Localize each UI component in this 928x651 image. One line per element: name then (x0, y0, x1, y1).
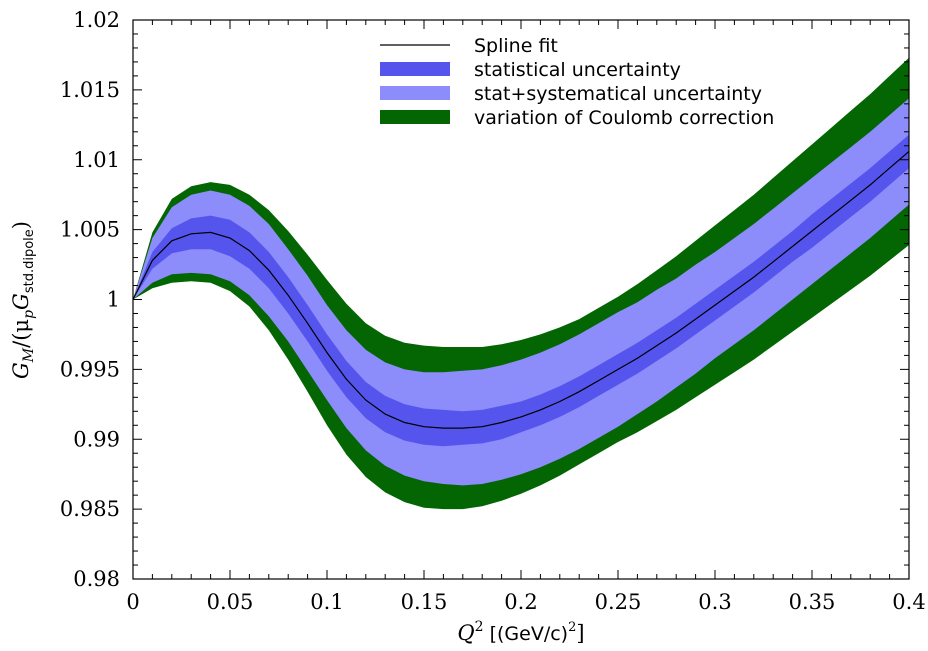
legend-label-fit: Spline fit (474, 35, 558, 57)
legend-label-syst: stat+systematical uncertainty (474, 83, 762, 105)
x-tick-label: 0 (126, 590, 139, 614)
legend-label-coulomb: variation of Coulomb correction (474, 107, 774, 129)
y-tick-label: 1.02 (73, 8, 120, 32)
bands-layer (133, 57, 909, 510)
y-tick-label: 1 (107, 288, 120, 312)
fit-line (132, 150, 910, 429)
y-tick-label: 0.99 (73, 427, 120, 451)
x-tick-label: 0.1 (310, 590, 343, 614)
legend: Spline fit statistical uncertainty stat+… (380, 35, 774, 129)
legend-swatch-syst (380, 86, 450, 100)
y-tick-label: 0.995 (60, 357, 120, 381)
legend-swatch-coulomb (380, 110, 450, 124)
fit-layer (132, 150, 910, 429)
y-axis-title: GM/(μpGstd.dipole) (9, 221, 37, 379)
y-axis: 0.98 0.985 0.99 0.995 1 1.005 1.01 1.015 1.02 (60, 8, 909, 591)
y-tick-label: 1.015 (60, 78, 120, 102)
x-tick-label: 0.4 (892, 590, 925, 614)
y-tick-label: 0.985 (60, 497, 120, 521)
x-tick-label: 0.35 (789, 590, 836, 614)
band-stat (133, 134, 909, 447)
x-tick-label: 0.15 (401, 590, 448, 614)
x-tick-label: 0.25 (595, 590, 642, 614)
x-axis: 0 0.05 0.1 0.15 0.2 0.25 0.3 0.35 0.4 (126, 20, 926, 614)
x-axis-title: Q2 [(GeV/c)2] (457, 619, 584, 645)
x-tick-label: 0.2 (504, 590, 537, 614)
y-tick-label: 1.005 (60, 218, 120, 242)
legend-swatch-stat (380, 62, 450, 76)
x-tick-label: 0.05 (207, 590, 254, 614)
band-syst (133, 98, 909, 486)
y-tick-label: 1.01 (73, 148, 120, 172)
legend-label-stat: statistical uncertainty (474, 59, 681, 81)
x-tick-label: 0.3 (698, 590, 731, 614)
y-tick-label: 0.98 (73, 567, 120, 591)
